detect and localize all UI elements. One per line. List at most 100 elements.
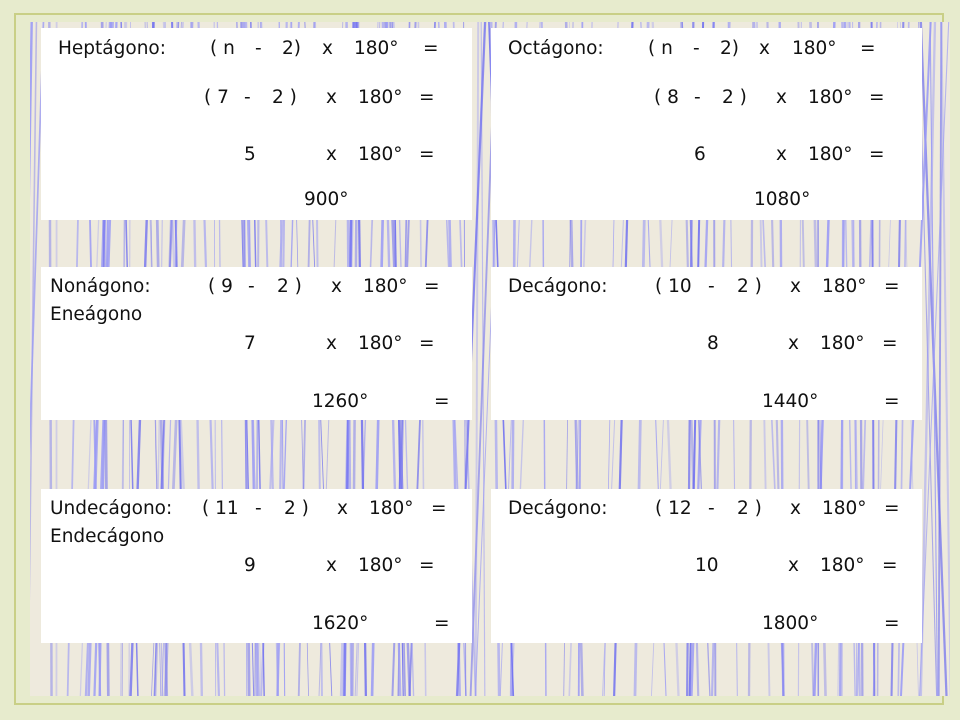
formula-equals: =	[884, 498, 900, 519]
result: 1620°	[312, 613, 369, 634]
formula-180: 180°	[822, 498, 867, 519]
step2-equals: =	[869, 144, 885, 165]
formula-times: x	[790, 498, 801, 519]
formula-open: ( n	[210, 38, 235, 59]
formula-180: 180°	[354, 38, 399, 59]
formula-close: 2 )	[284, 498, 309, 519]
formula-close: 2)	[720, 38, 739, 59]
step2-180: 180°	[358, 144, 403, 165]
formula-minus: -	[248, 276, 255, 297]
formula-minus: -	[708, 276, 715, 297]
formula-close: 2 )	[277, 276, 302, 297]
formula-minus: -	[693, 38, 700, 59]
formula-minus: -	[708, 498, 715, 519]
result-equals: =	[434, 613, 450, 634]
card-dodecagono: Decágono: ( 12 - 2 ) x 180° = 10 x 180° …	[491, 489, 922, 643]
step2-equals: =	[882, 333, 898, 354]
step1-times: x	[776, 87, 787, 108]
step2-value: 6	[694, 144, 706, 165]
step1-equals: =	[419, 87, 435, 108]
formula-times: x	[337, 498, 348, 519]
formula-open: ( 11	[202, 498, 239, 519]
step2-180: 180°	[820, 555, 865, 576]
step2-value: 7	[244, 333, 256, 354]
formula-minus: -	[255, 38, 262, 59]
formula-equals: =	[884, 276, 900, 297]
polygon-name: Nonágono:	[50, 276, 151, 297]
result: 1440°	[762, 391, 819, 412]
step2-times: x	[788, 333, 799, 354]
formula-180: 180°	[363, 276, 408, 297]
step2-value: 10	[695, 555, 719, 576]
step2-180: 180°	[358, 333, 403, 354]
step1-180: 180°	[808, 87, 853, 108]
formula-times: x	[322, 38, 333, 59]
step2-equals: =	[419, 333, 435, 354]
polygon-name: Undecágono:	[50, 498, 173, 519]
formula-180: 180°	[792, 38, 837, 59]
result-equals: =	[884, 613, 900, 634]
formula-times: x	[759, 38, 770, 59]
card-nonagono: Nonágono: ( 9 - 2 ) x 180° = Eneágono 7 …	[41, 267, 472, 420]
step1-open: ( 7	[204, 87, 229, 108]
formula-close: 2 )	[737, 276, 762, 297]
step2-equals: =	[419, 144, 435, 165]
step1-times: x	[326, 87, 337, 108]
step2-times: x	[326, 333, 337, 354]
step2-equals: =	[419, 555, 435, 576]
formula-close: 2 )	[737, 498, 762, 519]
step2-value: 9	[244, 555, 256, 576]
step2-times: x	[788, 555, 799, 576]
polygon-name: Octágono:	[508, 38, 604, 59]
formula-equals: =	[431, 498, 447, 519]
polygon-name: Decágono:	[508, 498, 608, 519]
formula-open: ( 9	[208, 276, 233, 297]
background-stripe	[474, 22, 480, 696]
formula-equals: =	[860, 38, 876, 59]
formula-times: x	[331, 276, 342, 297]
formula-times: x	[790, 276, 801, 297]
formula-open: ( 10	[655, 276, 692, 297]
formula-180: 180°	[822, 276, 867, 297]
result-equals: =	[884, 391, 900, 412]
formula-close: 2)	[282, 38, 301, 59]
card-decagono: Decágono: ( 10 - 2 ) x 180° = 8 x 180° =…	[491, 267, 922, 420]
card-octagono: Octágono: ( n - 2) x 180° = ( 8 - 2 ) x …	[491, 28, 922, 220]
background-stripe	[940, 22, 950, 696]
step1-minus: -	[694, 87, 701, 108]
formula-minus: -	[255, 498, 262, 519]
formula-equals: =	[424, 276, 440, 297]
background-stripe	[918, 22, 950, 696]
result: 900°	[304, 189, 349, 210]
step2-times: x	[326, 555, 337, 576]
card-heptagono: Heptágono: ( n - 2) x 180° = ( 7 - 2 ) x…	[41, 28, 472, 220]
card-undecagono: Undecágono: ( 11 - 2 ) x 180° = Endecágo…	[41, 489, 472, 643]
result: 1080°	[754, 189, 811, 210]
step2-equals: =	[882, 555, 898, 576]
polygon-name: Decágono:	[508, 276, 608, 297]
formula-open: ( 12	[655, 498, 692, 519]
step1-close: 2 )	[272, 87, 297, 108]
formula-equals: =	[423, 38, 439, 59]
step1-180: 180°	[358, 87, 403, 108]
background-stripe	[30, 22, 45, 457]
step2-times: x	[776, 144, 787, 165]
step2-value: 5	[244, 144, 256, 165]
formula-open: ( n	[648, 38, 673, 59]
step2-times: x	[326, 144, 337, 165]
background-stripe	[937, 22, 943, 696]
result: 1260°	[312, 391, 369, 412]
background-stripe	[30, 22, 33, 199]
step2-180: 180°	[808, 144, 853, 165]
formula-180: 180°	[369, 498, 414, 519]
step1-minus: -	[244, 87, 251, 108]
step1-equals: =	[869, 87, 885, 108]
background-stripe	[919, 22, 937, 696]
polygon-name: Heptágono:	[58, 38, 166, 59]
step1-close: 2 )	[722, 87, 747, 108]
polygon-alt-name: Eneágono	[50, 304, 143, 325]
step1-open: ( 8	[654, 87, 679, 108]
polygon-alt-name: Endecágono	[50, 526, 165, 547]
step2-180: 180°	[820, 333, 865, 354]
